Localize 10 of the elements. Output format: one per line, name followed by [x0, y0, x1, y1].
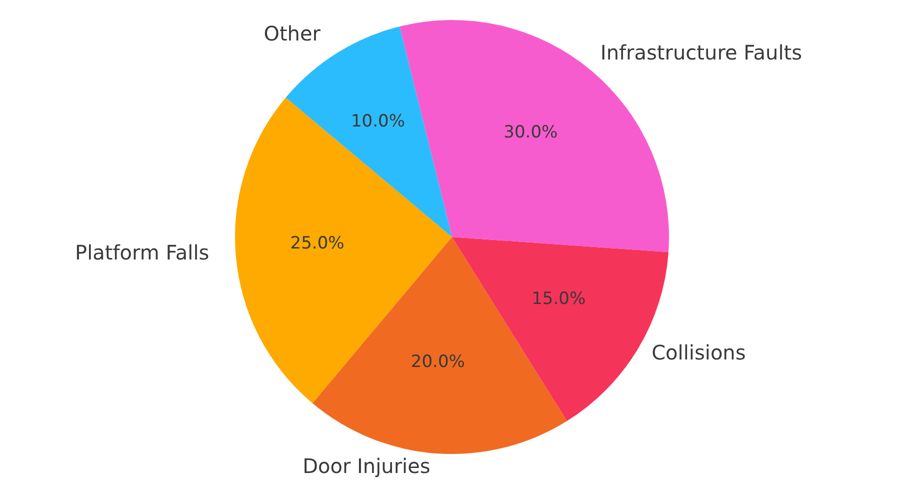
data-label: 20.0%: [410, 352, 465, 372]
data-label: 15.0%: [532, 289, 586, 310]
data-label: 25.0%: [290, 233, 344, 254]
slice-label: Platform Falls: [75, 240, 210, 264]
slice-label: Other: [264, 21, 322, 46]
slice-label: Door Injuries: [302, 454, 430, 478]
data-label: 30.0%: [504, 122, 558, 142]
slice-label: Infrastructure Faults: [600, 40, 802, 64]
slice-label: Collisions: [652, 340, 746, 365]
data-label: 10.0%: [350, 112, 406, 132]
